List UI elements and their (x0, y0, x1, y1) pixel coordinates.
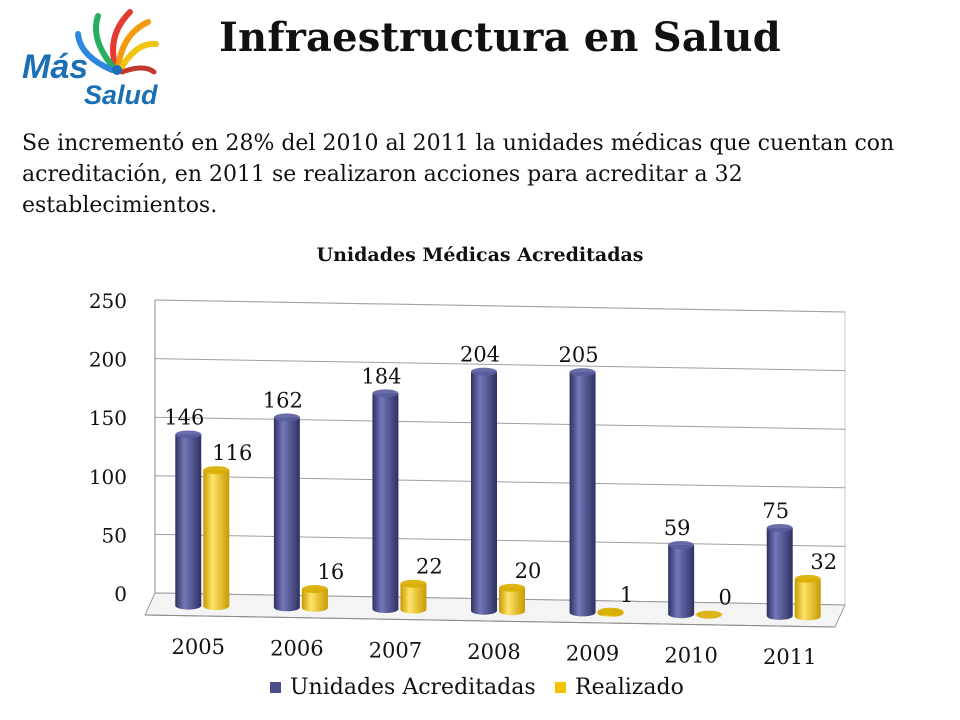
mas-salud-logo: Más Salud (22, 9, 159, 110)
bar-unidades-acreditadas-cap (273, 413, 300, 422)
bar-unidades-acreditadas-base (668, 610, 695, 619)
bar-realizado (499, 583, 525, 616)
bar-unidades-acreditadas (273, 413, 300, 612)
legend-swatch-realizado (555, 682, 566, 693)
bar-realizado-base (794, 612, 821, 621)
x-tick-label: 2008 (467, 640, 520, 664)
bar-unidades-acreditadas-base (175, 601, 202, 610)
data-label: 184 (361, 364, 401, 388)
bar-realizado-body (301, 589, 328, 608)
data-label: 32 (810, 550, 837, 574)
bar-realizado-base (203, 602, 230, 611)
data-label: 204 (460, 343, 500, 367)
data-label: 59 (664, 516, 691, 540)
data-label: 20 (515, 559, 542, 583)
bar-unidades-acreditadas (372, 389, 399, 614)
bar-unidades-acreditadas (569, 368, 596, 617)
bar-unidades-acreditadas-body (766, 527, 793, 616)
y-tick-label: 50 (102, 523, 127, 547)
chart-legend: Unidades Acreditadas Realizado (270, 675, 684, 700)
bar-unidades-acreditadas-cap (766, 523, 793, 532)
x-tick-label: 2009 (566, 642, 619, 666)
bar-unidades-acreditadas-cap (372, 389, 399, 398)
x-tick-label: 2007 (369, 638, 422, 662)
bar-realizado-base (400, 605, 427, 614)
bar-realizado-cap (203, 466, 230, 475)
bar-unidades-acreditadas-body (273, 417, 300, 608)
bar-unidades-acreditadas-base (372, 605, 399, 614)
x-tick-label: 2006 (270, 637, 323, 661)
bar-unidades-acreditadas-base (471, 606, 497, 615)
y-tick-label: 100 (89, 465, 127, 489)
bar-unidades-acreditadas-cap (569, 368, 596, 377)
bar-unidades-acreditadas-body (471, 371, 497, 611)
legend-label: Unidades Acreditadas (290, 675, 536, 700)
y-tick-label: 200 (89, 348, 127, 372)
legend-label: Realizado (575, 675, 684, 700)
data-label: 162 (263, 388, 303, 412)
bar-unidades-acreditadas-cap (175, 430, 202, 439)
bar-realizado-cap (301, 585, 328, 594)
bar-unidades-acreditadas-cap (471, 367, 497, 376)
logo-text-mas: Más (22, 48, 88, 86)
logo-rays-icon (75, 9, 159, 75)
bar-realizado (301, 585, 328, 612)
logo-text-salud: Salud (84, 80, 158, 110)
bar-chart: 0501001502002501461162005162162006184222… (89, 289, 846, 700)
gridline (154, 358, 846, 372)
data-label: 1 (620, 583, 633, 607)
bar-unidades-acreditadas-cap (668, 541, 695, 550)
data-label: 205 (559, 343, 599, 367)
data-label: 16 (317, 560, 344, 584)
bar-realizado (400, 579, 427, 614)
gridline (154, 416, 846, 430)
bar-realizado-cap (597, 607, 624, 616)
bar-realizado (696, 610, 723, 619)
x-axis (144, 614, 836, 628)
bar-unidades-acreditadas-body (372, 393, 399, 610)
x-tick-label: 2011 (763, 645, 816, 669)
bar-unidades-acreditadas-base (569, 608, 596, 617)
data-label: 146 (164, 405, 204, 429)
bar-unidades-acreditadas (471, 367, 497, 615)
y-tick-label: 150 (89, 406, 127, 430)
data-label: 116 (212, 441, 252, 465)
bar-unidades-acreditadas-body (668, 545, 695, 615)
bar-realizado-body (203, 470, 230, 607)
bar-unidades-acreditadas-body (569, 372, 596, 613)
bar-unidades-acreditadas (668, 541, 695, 619)
bar-realizado-cap (499, 583, 525, 592)
gridline (154, 475, 846, 489)
bar-unidades-acreditadas-body (175, 434, 202, 606)
bar-realizado-cap (794, 574, 821, 583)
bar-realizado (203, 466, 230, 611)
bar-realizado-base (301, 603, 328, 612)
y-tick-label: 250 (89, 289, 127, 313)
y-tick-label: 0 (114, 582, 127, 606)
gridline (154, 299, 846, 313)
page-title: Infraestructura en Salud (219, 14, 781, 61)
bar-unidades-acreditadas (766, 523, 793, 620)
bar-unidades-acreditadas (175, 430, 202, 610)
data-label: 22 (416, 555, 443, 579)
bar-realizado-body (499, 587, 525, 612)
bar-realizado-base (499, 607, 525, 616)
chart-title: Unidades Médicas Acreditadas (316, 244, 644, 266)
bar-realizado-cap (696, 610, 723, 619)
gridline (154, 533, 846, 547)
bar-realizado (794, 574, 821, 621)
x-tick-label: 2010 (664, 643, 717, 667)
bar-realizado-body (400, 583, 427, 610)
bar-realizado-body (794, 578, 821, 617)
bar-realizado (597, 607, 624, 617)
bar-unidades-acreditadas-base (766, 611, 793, 620)
bar-realizado-cap (400, 579, 427, 588)
bar-unidades-acreditadas-base (273, 603, 300, 612)
legend-swatch-unidades (270, 682, 281, 693)
data-label: 75 (762, 499, 789, 523)
x-tick-label: 2005 (172, 635, 225, 659)
data-label: 0 (718, 586, 731, 610)
summary-paragraph: Se incrementó en 28% del 2010 al 2011 la… (22, 131, 895, 218)
